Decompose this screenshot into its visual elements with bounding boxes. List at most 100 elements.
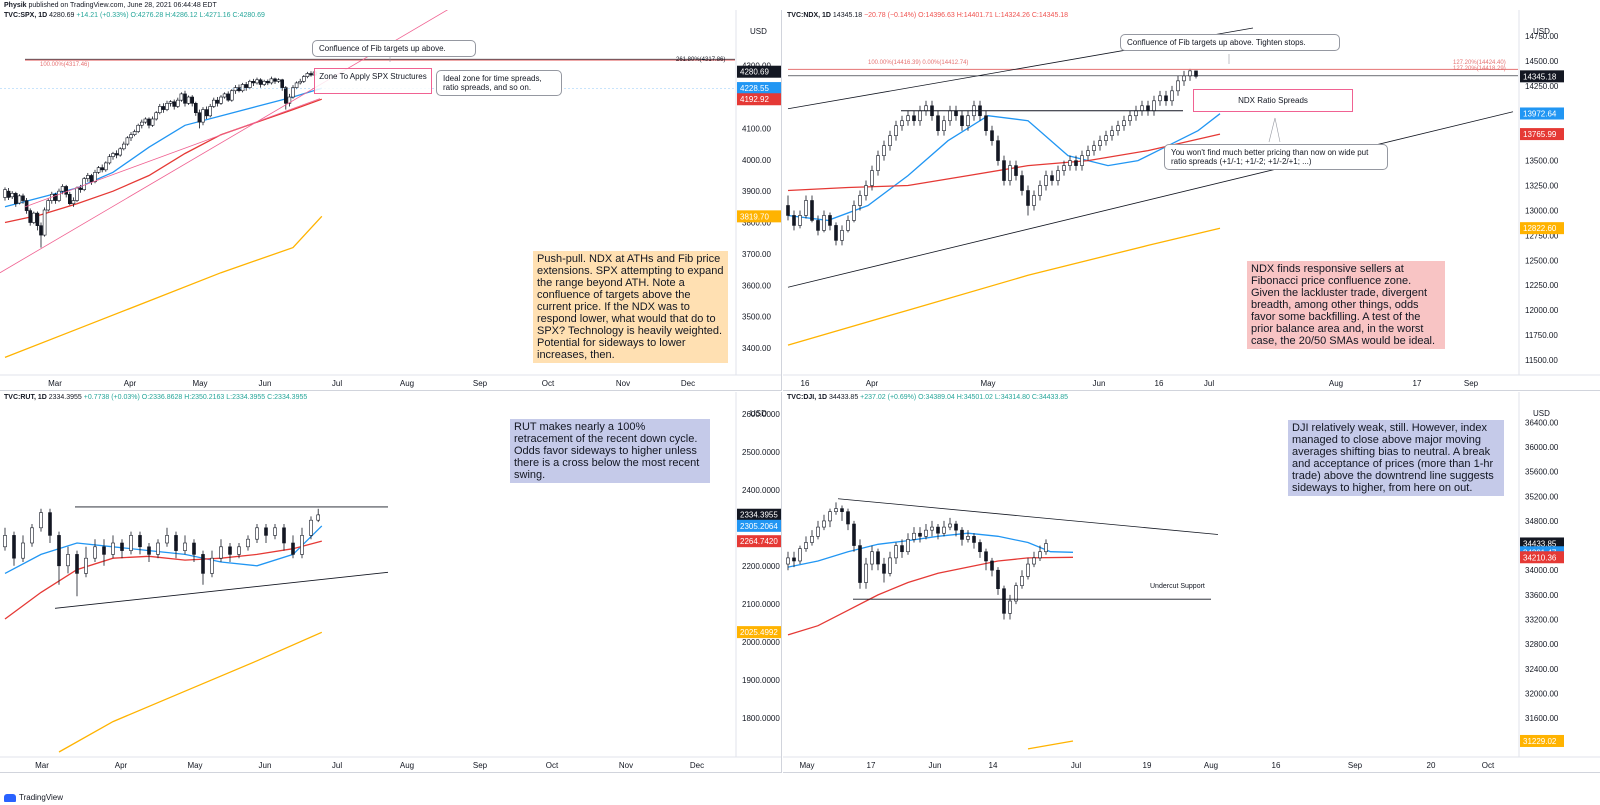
- footer-brand[interactable]: TradingView: [19, 793, 64, 802]
- ndx-pricing-callout[interactable]: You won't find much better pricing than …: [1164, 144, 1388, 170]
- dji-candle: [1032, 557, 1036, 565]
- ndx-candle: [942, 120, 946, 131]
- rut-y-tick: 2400.0000: [742, 486, 780, 495]
- ndx-ratio-box[interactable]: NDX Ratio Spreads: [1193, 89, 1353, 112]
- ndx-candle: [810, 200, 814, 221]
- rut-y-tick: 2200.0000: [742, 562, 780, 571]
- rut-symbol[interactable]: TVC:RUT, 1D: [4, 394, 47, 401]
- rut-low: L:2334.3955: [226, 394, 266, 401]
- spx-x-tick: Mar: [48, 379, 62, 388]
- spx-price-tag: [737, 210, 781, 223]
- ndx-y-tick: 11500.00: [1525, 356, 1558, 365]
- dji-price-tag: [1520, 551, 1564, 564]
- spx-candle: [183, 93, 187, 104]
- dji-y-tick: 36000.00: [1525, 443, 1559, 452]
- ndx-fib-right-labels: 127.20%(14424.40) 127.20%(14418.29): [1453, 60, 1506, 72]
- ndx-symbol[interactable]: TVC:NDX, 1D: [787, 12, 831, 19]
- spx-candle: [28, 210, 33, 223]
- spx-zone-box[interactable]: Zone To Apply SPX Structures: [314, 68, 432, 94]
- spx-y-tick: 3700.00: [742, 250, 771, 259]
- dji-candle: [786, 557, 790, 565]
- ndx-header: TVC:NDX, 1D 14345.18 −20.78 (−0.14%) O:1…: [787, 12, 1068, 19]
- rut-price-tag-text: 2334.3955: [740, 511, 778, 520]
- dji-candle: [876, 551, 880, 565]
- spx-candle: [125, 137, 130, 145]
- ndx-x-tick: Apr: [866, 379, 879, 388]
- dji-x-tick: Aug: [1204, 761, 1218, 770]
- spx-x-tick: Apr: [124, 379, 137, 388]
- rut-candle: [183, 542, 187, 551]
- spx-candle: [31, 212, 36, 223]
- ndx-x-tick: Jun: [1093, 379, 1106, 388]
- ndx-candle: [1164, 95, 1168, 102]
- rut-sma200-line: [58, 631, 323, 753]
- spx-candle: [129, 134, 133, 139]
- spx-candle: [46, 200, 51, 211]
- spx-candle: [309, 73, 313, 76]
- dji-sma20-line: [787, 532, 1074, 568]
- spx-candle: [118, 148, 122, 156]
- spx-candle: [197, 112, 202, 123]
- rut-header: TVC:RUT, 1D 2334.3955 +0.7738 (+0.03%) O…: [4, 394, 307, 401]
- dji-x-tick: Oct: [1482, 761, 1495, 770]
- spx-candle: [204, 109, 209, 117]
- ndx-candle: [870, 170, 874, 186]
- spx-candle: [71, 200, 76, 205]
- ndx-price-tag-text: 13765.99: [1523, 130, 1557, 139]
- rut-x-tick: Sep: [473, 761, 488, 770]
- ndx-fib-mid-text: 0.00%(14412.74): [922, 60, 969, 66]
- dji-y-tick: 35600.00: [1525, 468, 1559, 477]
- rut-candle: [147, 546, 151, 555]
- dji-candle: [918, 532, 922, 537]
- spx-sma200-line: [4, 215, 323, 359]
- ndx-candle: [1014, 165, 1018, 176]
- dji-price-tag-text: 34433.85: [1523, 539, 1557, 548]
- spx-open: O:4276.28: [130, 12, 164, 19]
- rut-candle: [75, 554, 79, 574]
- spx-chart-svg[interactable]: USD4300.004200.004100.004000.003900.0038…: [0, 10, 781, 390]
- dji-candle: [798, 548, 802, 562]
- dji-candle: [1044, 543, 1048, 553]
- dji-symbol[interactable]: TVC:DJI, 1D: [787, 394, 828, 401]
- dji-y-tick: 34000.00: [1525, 566, 1559, 575]
- dji-candle: [990, 560, 994, 571]
- ndx-candle: [1176, 80, 1180, 92]
- rut-chart-svg[interactable]: USD2600.00002500.00002400.00002300.00002…: [0, 392, 781, 772]
- ndx-candle: [1140, 105, 1144, 112]
- rut-x-tick: Jul: [332, 761, 342, 770]
- spx-spread-callout[interactable]: Ideal zone for time spreads, ratio sprea…: [436, 70, 562, 96]
- spx-candle: [201, 109, 205, 123]
- ndx-candle: [840, 230, 844, 241]
- rut-candle: [129, 535, 133, 551]
- spx-fib-callout[interactable]: Confluence of Fib targets up above.: [312, 40, 476, 57]
- ndx-x-tick: 16: [1155, 379, 1164, 388]
- dji-sma50-line: [787, 556, 1074, 636]
- ndx-fib-callout[interactable]: Confluence of Fib targets up above. Tigh…: [1120, 34, 1340, 51]
- spx-candle: [93, 172, 97, 183]
- dji-candle: [996, 569, 1000, 590]
- dji-candle: [966, 536, 970, 540]
- publisher-line: Physik published on TradingView.com, Jun…: [4, 2, 217, 9]
- rut-open: O:2336.8628: [141, 394, 183, 401]
- author-name[interactable]: Physik: [4, 2, 27, 9]
- ndx-candle: [990, 130, 994, 141]
- dji-commentary: DJI relatively weak, still. However, ind…: [1288, 420, 1504, 496]
- rut-candle: [201, 554, 205, 574]
- ndx-candle: [894, 125, 898, 136]
- ndx-chart-panel[interactable]: USD14750.0014500.0014250.0014000.0013750…: [783, 10, 1600, 391]
- spx-candle: [265, 81, 270, 84]
- dji-currency-label: USD: [1533, 409, 1550, 418]
- ndx-candle: [882, 145, 886, 156]
- spx-candle: [10, 193, 14, 198]
- ndx-close: C:14345.18: [1031, 12, 1069, 19]
- ndx-candle: [966, 115, 970, 127]
- ndx-candle: [1086, 150, 1090, 156]
- spx-candle: [14, 193, 18, 205]
- spx-y-tick: 4000.00: [742, 156, 771, 165]
- spx-candle: [215, 99, 220, 104]
- spx-symbol[interactable]: TVC:SPX, 1D: [4, 12, 48, 19]
- spx-y-tick: 3900.00: [742, 187, 771, 196]
- ndx-candle: [888, 135, 892, 146]
- rut-candle: [138, 535, 142, 548]
